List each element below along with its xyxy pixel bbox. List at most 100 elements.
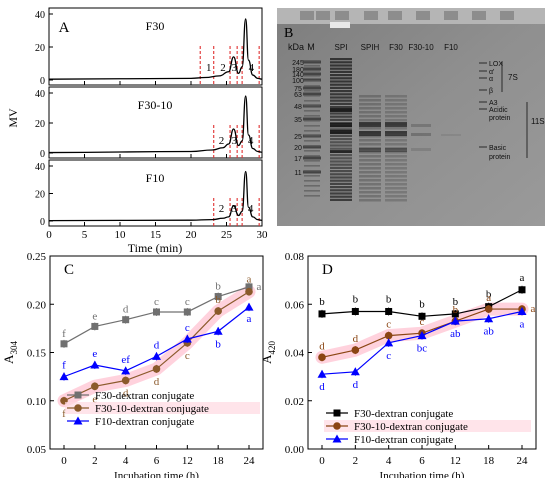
band-annotation: LOX [489,61,503,68]
peak-label: 2 [219,203,225,215]
data-point [318,353,326,362]
lane-label: F30 [389,43,403,52]
peak-label: 2 [220,62,226,74]
marker-band [304,135,320,137]
protein-band [330,176,352,179]
panel-d: D0.000.020.040.060.080 2 4 6 12 18 24Incubatio… [259,251,537,478]
peak-label: 4 [249,62,255,74]
legend-label: F30-dextran conjugate [354,408,453,420]
data-point [417,331,427,340]
protein-band [330,99,352,102]
data-point [317,369,327,378]
panel-letter-b: B [284,26,293,41]
protein-band [359,199,381,202]
protein-band [330,189,352,192]
protein-band [330,58,352,61]
band-annotation: A3 [489,100,498,107]
data-point [484,305,493,313]
significance-letter: f [62,408,66,420]
marker-band [304,190,320,192]
x-axis-title: Time (min) [128,241,183,255]
data-point [213,326,223,335]
data-point [214,307,222,315]
x-tick-label: 2 [353,455,359,467]
protein-band [385,119,407,122]
data-point [121,376,130,385]
gel-well [364,11,378,20]
significance-letter: b [215,338,221,350]
significance-letter: d [154,339,160,351]
band-annotation: β [489,88,493,95]
protein-band [385,171,407,174]
protein-band [330,141,352,144]
protein-band [359,131,381,136]
y-tick-label: 0.06 [285,299,305,311]
legend-label: F30-10-dextran conjugate [354,421,468,433]
marker-band [304,120,320,122]
peak-label: 4 [248,135,254,147]
data-point [484,314,494,323]
marker-band [304,105,320,107]
protein-band [385,199,407,202]
data-point [122,316,130,324]
protein-band [385,163,407,166]
kda-label: kDa [288,42,304,52]
data-point [153,308,160,316]
protein-band [330,70,352,73]
chromatogram-trace [48,170,263,222]
significance-letter: c [386,350,391,362]
gel-well [335,11,349,20]
protein-band [385,187,407,190]
x-tick-label: 6 [419,455,425,467]
protein-band [359,103,381,106]
protein-band [385,127,407,130]
y-tick-label: 0.04 [285,348,305,360]
data-point [90,360,100,369]
y-tick-label: 0.15 [27,348,47,360]
x-tick-label: 4 [123,455,129,467]
protein-band [359,119,381,122]
data-point [152,365,161,373]
marker-band [304,130,320,132]
protein-band [330,64,352,67]
data-point [183,308,191,316]
subplot-title: F10 [146,171,165,185]
marker-band [304,90,320,92]
y-tick-label: 0.02 [285,396,304,408]
gel-well [416,11,430,20]
protein-band [330,157,352,160]
lane-label: SPIH [361,43,380,52]
protein-band [330,198,352,201]
peak-label: 3 [232,62,238,74]
significance-letter: a [520,272,525,284]
x-tick-label: 4 [386,455,392,467]
protein-band [330,130,352,134]
protein-band [330,106,352,109]
significance-letter: ab [450,328,461,340]
x-tick-label: 0 [61,455,67,467]
significance-letter: b [215,281,221,293]
gel-well [472,11,486,20]
protein-band [385,195,407,198]
data-point [385,307,393,315]
marker-band [304,70,320,72]
gel-well [388,11,402,20]
significance-letter: c [386,319,391,331]
protein-band [385,179,407,182]
significance-letter: d [123,387,129,399]
kda-value: 75 [294,86,302,93]
subplot-title: F30 [146,19,165,33]
marker-band [304,85,320,87]
significance-letter: d [319,381,325,393]
lane-label: F30-10 [408,43,434,52]
kda-value: 20 [294,145,302,152]
x-tick-label: 30 [257,229,269,241]
protein-band [411,124,431,127]
significance-letter: c [420,316,425,328]
significance-letter: d [154,376,160,388]
band-annotation: α' [489,69,494,76]
marker-band [304,175,320,177]
protein-band [330,186,352,189]
kda-value: 25 [294,134,302,141]
marker-band [304,125,320,127]
